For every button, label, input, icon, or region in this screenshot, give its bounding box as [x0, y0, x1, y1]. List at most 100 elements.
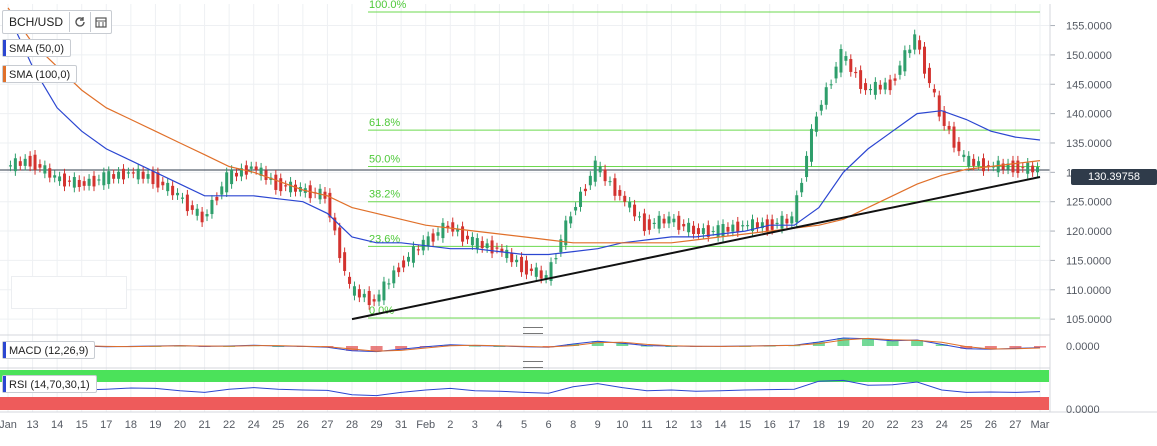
candle-body — [156, 172, 160, 188]
candle-body — [633, 204, 637, 217]
y-tick-label: 155.0000 — [1066, 21, 1112, 33]
macd-histogram-bar — [886, 340, 899, 346]
candle-body — [141, 171, 145, 179]
refresh-icon[interactable] — [69, 12, 90, 32]
candle-body — [588, 175, 592, 186]
x-tick-label: 8 — [570, 419, 576, 431]
y-tick-label: 125.0000 — [1066, 197, 1112, 209]
candle-body — [868, 88, 872, 91]
symbol-label[interactable]: BCH/USD — [9, 15, 64, 29]
macd-signal-line — [7, 337, 1041, 352]
candle-body — [254, 166, 258, 170]
legend-rsi[interactable]: RSI (14,70,30,1) — [2, 375, 97, 393]
candle-body — [333, 217, 337, 231]
candle-body — [682, 224, 686, 227]
candle-body — [952, 126, 956, 148]
pane-resize-handle-macd[interactable] — [523, 327, 543, 334]
candle-body — [426, 236, 430, 246]
candle-body — [470, 236, 474, 246]
candle-body — [180, 197, 184, 199]
candle-body — [13, 158, 17, 172]
candle-body — [652, 222, 656, 225]
candle-body — [991, 166, 995, 168]
candle-body — [977, 161, 981, 166]
candle-body — [814, 116, 818, 132]
candle-body — [8, 165, 12, 167]
candle-body — [510, 252, 514, 263]
candle-body — [407, 256, 411, 262]
candle-body — [706, 225, 710, 237]
candle-body — [687, 222, 691, 233]
macd-histogram-bar — [272, 346, 285, 347]
candle-body — [898, 65, 902, 75]
x-tick-label: 20 — [862, 419, 874, 431]
x-tick-label: Mar — [1031, 419, 1050, 431]
candle-body — [947, 125, 951, 130]
pane-resize-handle-rsi[interactable] — [523, 361, 543, 368]
x-tick-label: 15 — [76, 419, 88, 431]
candle-body — [864, 83, 868, 91]
candle-body — [834, 66, 838, 79]
sma100-line — [7, 7, 1041, 244]
candle-body — [392, 270, 396, 284]
candle-body — [146, 174, 150, 179]
sma50-line — [7, 13, 1041, 256]
candle-body — [431, 233, 435, 242]
candle-body — [166, 182, 170, 192]
candle-body — [637, 216, 641, 218]
candle-body — [441, 222, 445, 239]
candle-body — [23, 158, 27, 166]
candle-body — [92, 175, 96, 187]
fib-level-label: 38.2% — [369, 189, 400, 201]
x-tick-label: 2 — [447, 419, 453, 431]
fib-level-label: 61.8% — [369, 117, 400, 129]
candle-body — [672, 218, 676, 223]
candle-body — [859, 70, 863, 89]
macd-histogram-bar — [935, 344, 948, 346]
candle-body — [28, 155, 32, 167]
candle-body — [225, 172, 229, 193]
calendar-icon[interactable] — [90, 12, 111, 32]
macd-histogram-bar — [837, 338, 850, 346]
candle-body — [819, 104, 823, 111]
candle-body — [662, 218, 666, 224]
candle-body — [829, 84, 833, 86]
candle-body — [613, 178, 617, 196]
legend-macd[interactable]: MACD (12,26,9) — [2, 341, 96, 359]
candle-body — [284, 185, 288, 187]
x-tick-label: 13 — [26, 419, 38, 431]
candle-body — [932, 88, 936, 93]
candle-body — [1016, 160, 1020, 174]
candle-body — [18, 161, 22, 166]
candle-body — [574, 206, 578, 211]
candle-body — [176, 192, 180, 196]
y-tick-label: 150.0000 — [1066, 50, 1112, 62]
candle-body — [775, 222, 779, 225]
candle-body — [215, 197, 219, 201]
candle-body — [736, 221, 740, 233]
candle-body — [367, 290, 371, 306]
candle-body — [456, 229, 460, 232]
legend-sma100[interactable]: SMA (100,0) — [2, 65, 78, 83]
x-tick-label: 29 — [370, 419, 382, 431]
sma100-swatch — [3, 66, 6, 82]
candle-body — [923, 46, 927, 74]
candle-body — [495, 247, 499, 249]
legend-sma50[interactable]: SMA (50,0) — [2, 39, 72, 57]
candle-body — [293, 184, 297, 192]
candle-body — [642, 213, 646, 232]
macd-histogram-bar — [984, 346, 997, 350]
x-tick-label: 6 — [546, 419, 552, 431]
candle-body — [957, 141, 961, 152]
candle-body — [731, 224, 735, 232]
candle-body — [200, 211, 204, 223]
x-tick-label: 19 — [837, 419, 849, 431]
candle-body — [603, 169, 607, 182]
candle-body — [259, 167, 263, 176]
symbol-selector[interactable]: BCH/USD — [2, 10, 113, 34]
candle-body — [760, 222, 764, 229]
candle-body — [569, 216, 573, 224]
candle-body — [1036, 167, 1040, 173]
macd-histogram-bar — [591, 341, 604, 346]
